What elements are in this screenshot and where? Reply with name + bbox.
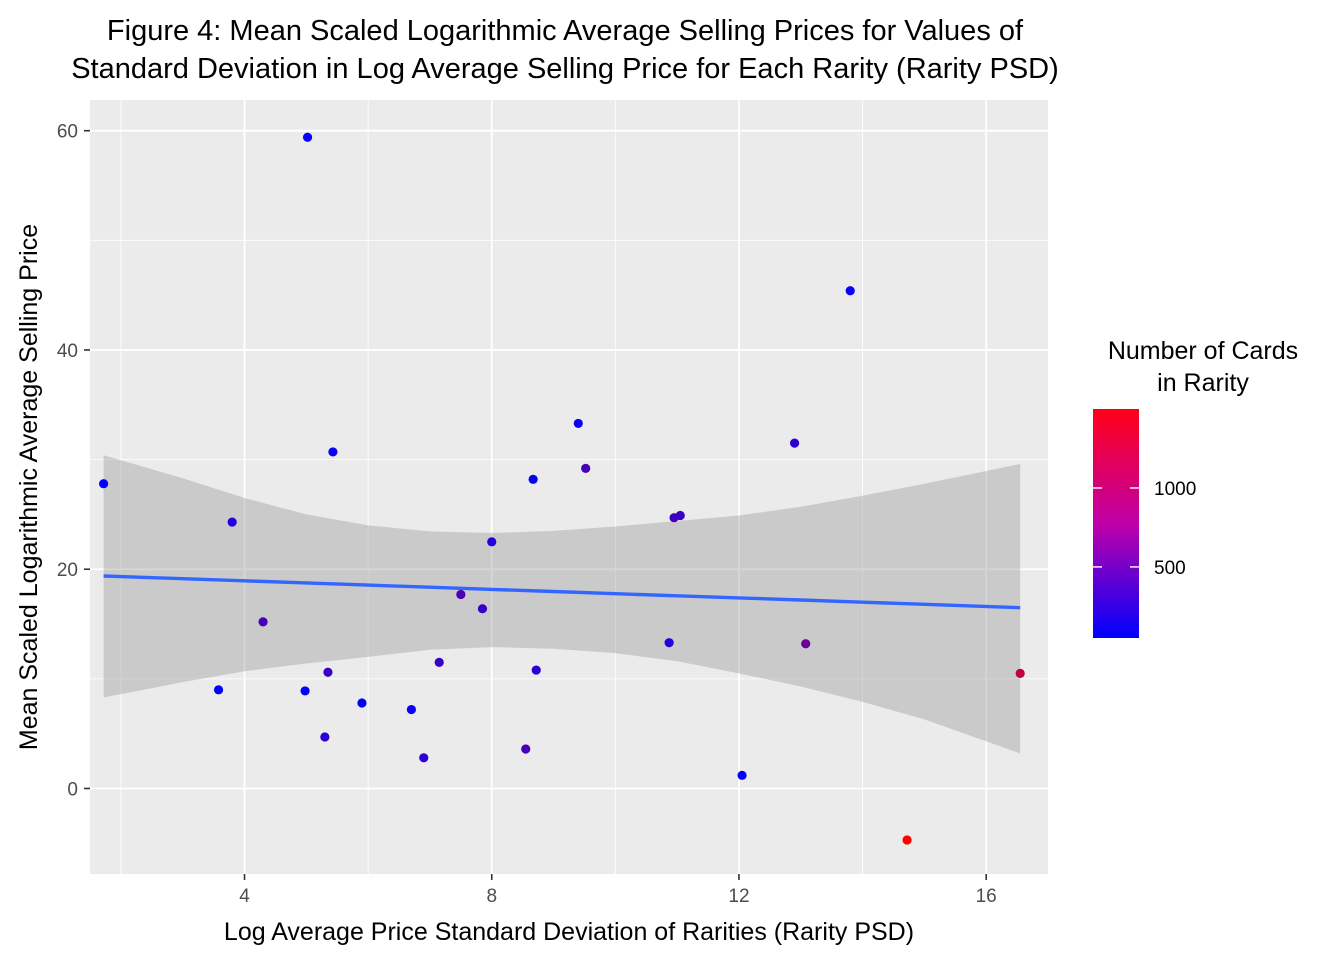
axis-ticks: 4 8 12 16 0 20 40 60 <box>57 122 997 907</box>
data-point <box>801 639 811 649</box>
data-point <box>227 517 237 527</box>
data-point <box>302 132 313 142</box>
confidence-ribbon <box>103 455 1021 754</box>
legend-tick-label: 500 <box>1154 558 1186 579</box>
x-axis-title: Log Average Price Standard Deviation of … <box>224 918 914 946</box>
data-point <box>675 510 685 521</box>
data-points <box>98 132 1025 845</box>
data-point <box>98 479 109 489</box>
data-point <box>737 770 747 780</box>
confidence-band <box>103 455 1021 754</box>
x-tick-label: 16 <box>976 886 997 907</box>
data-point <box>300 686 310 696</box>
data-point <box>320 732 330 742</box>
regression-line <box>103 574 1021 610</box>
y-tick-label: 20 <box>57 560 78 581</box>
data-point <box>845 286 855 296</box>
y-axis-title: Mean Scaled Logarithmic Average Selling … <box>15 224 43 750</box>
plot-panel <box>90 100 1048 874</box>
data-point <box>789 438 800 448</box>
y-tick-label: 40 <box>57 341 78 362</box>
data-point <box>419 753 429 763</box>
data-point <box>258 617 268 627</box>
data-point <box>323 667 333 677</box>
data-point <box>1015 668 1025 678</box>
chart-title-line-2: Standard Deviation in Log Average Sellin… <box>71 53 1059 85</box>
x-tick-label: 8 <box>486 886 497 907</box>
data-point <box>213 685 224 695</box>
data-point <box>521 744 531 754</box>
legend-title-line-2: in Rarity <box>1157 369 1249 397</box>
data-point <box>573 418 583 429</box>
y-tick-label: 60 <box>57 122 78 143</box>
trend-line <box>103 574 1021 610</box>
data-point <box>477 604 488 614</box>
y-tick-label: 0 <box>67 779 78 800</box>
data-point <box>406 704 416 715</box>
legend-title-line-1: Number of Cards <box>1108 337 1298 365</box>
data-point <box>357 698 367 708</box>
chart-title: Figure 4: Mean Scaled Logarithmic Averag… <box>71 15 1059 85</box>
data-point <box>902 835 912 845</box>
color-legend: Number of Cards in Rarity 500 1000 <box>1093 337 1298 638</box>
data-point <box>581 463 591 473</box>
chart-title-line-1: Figure 4: Mean Scaled Logarithmic Averag… <box>107 15 1024 47</box>
data-point <box>434 657 444 668</box>
data-point <box>456 589 466 600</box>
x-tick-label: 12 <box>728 886 749 907</box>
data-point <box>528 474 538 484</box>
data-point <box>487 537 497 547</box>
grid-lines <box>90 100 1048 874</box>
data-point <box>531 665 541 675</box>
x-tick-label: 4 <box>239 886 250 907</box>
legend-colorbar <box>1093 409 1139 638</box>
data-point <box>664 638 674 648</box>
data-point <box>328 447 338 457</box>
legend-tick-label: 1000 <box>1154 479 1196 500</box>
legend-ticks: 500 1000 <box>1093 479 1196 579</box>
